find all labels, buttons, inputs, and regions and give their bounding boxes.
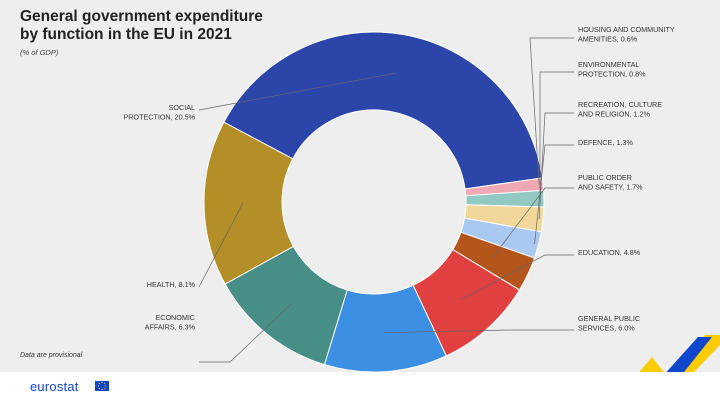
- footer: eurostat: [0, 372, 720, 404]
- slice-label: ECONOMIC AFFAIRS, 6.3%: [145, 313, 196, 332]
- labels-layer: SOCIAL PROTECTION, 20.5% HOUSING AND COMMU…: [124, 25, 675, 333]
- leader-line: [198, 72, 397, 111]
- leader-line: [199, 303, 292, 363]
- eurostat-logo[interactable]: eurostat: [30, 379, 79, 394]
- leader-line: [383, 329, 574, 334]
- slice-label: PUBLIC ORDER AND SAFETY, 1.7%: [578, 173, 643, 192]
- slice-label: EDUCATION, 4.8%: [578, 248, 641, 257]
- donut-chart: SOCIAL PROTECTION, 20.5% HOUSING AND COMMU…: [124, 25, 675, 372]
- leader-line: [492, 187, 574, 258]
- leader-line: [461, 254, 574, 300]
- slice-health[interactable]: [203, 121, 295, 285]
- slice-label: SOCIAL PROTECTION, 20.5%: [124, 103, 196, 122]
- leader-line: [529, 37, 574, 185]
- slice-label: DEFENCE, 1.3%: [578, 138, 633, 147]
- slice-label: ENVIRONMENTAL PROTECTION, 0.8%: [578, 60, 646, 79]
- footnote: Data are provisional: [20, 352, 83, 359]
- slice-label: GENERAL PUBLIC SERVICES, 6.0%: [578, 314, 640, 333]
- slice-label: HEALTH, 8.1%: [147, 280, 196, 289]
- leader-line: [534, 144, 574, 245]
- slice-social-protection[interactable]: [223, 31, 543, 190]
- eu-flag-icon: [95, 381, 109, 391]
- chart-title: General government expenditure by functi…: [20, 8, 263, 43]
- slice-label: HOUSING AND COMMUNITY AMENITIES, 0.6%: [578, 25, 675, 44]
- leader-lines-layer: [198, 37, 574, 363]
- slices-layer: [203, 31, 545, 372]
- chart-subtitle: (% of GDP): [20, 48, 59, 57]
- leader-line: [539, 71, 574, 199]
- leader-line: [198, 202, 244, 288]
- slice-label: RECREATION, CULTURE AND RELIGION, 1.2%: [578, 100, 662, 119]
